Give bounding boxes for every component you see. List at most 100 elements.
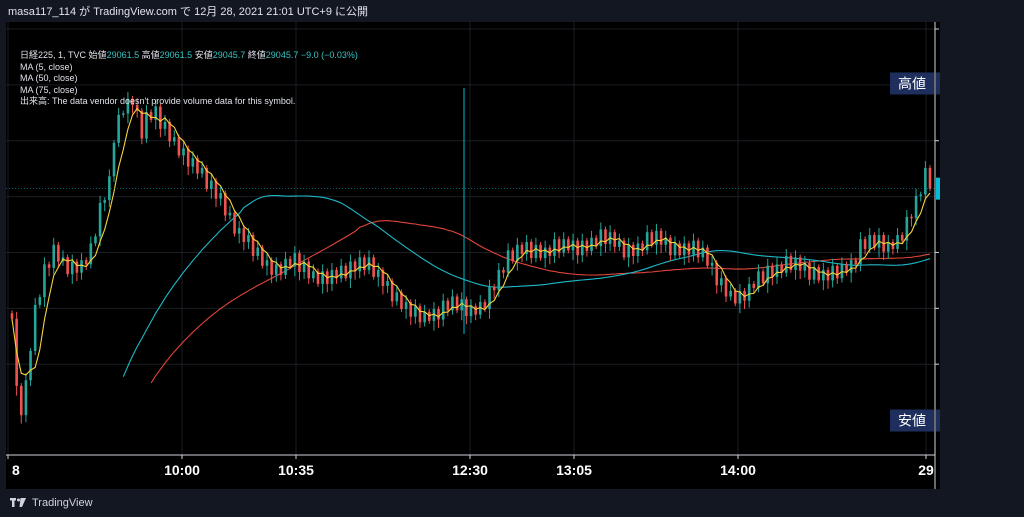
candle-body — [757, 271, 760, 289]
candle-body — [154, 106, 158, 120]
candle-body — [168, 121, 171, 142]
candle-body — [247, 235, 250, 242]
candle-body — [488, 286, 491, 310]
candle-body — [636, 243, 640, 256]
candle-body — [455, 296, 459, 311]
candle-body — [298, 253, 301, 273]
legend-ma75-row[interactable]: MA (75, close) — [20, 84, 78, 95]
candle-body — [492, 286, 496, 291]
candle-body — [678, 243, 681, 256]
last-price-tag-value-bg — [936, 177, 940, 200]
candle-body — [214, 180, 218, 199]
candle-body — [733, 290, 737, 304]
candle-body — [465, 299, 468, 317]
candle-body — [720, 278, 723, 286]
candle-body — [478, 302, 482, 315]
candle-body — [451, 296, 454, 311]
legend-symbol: 日経225, 1, TVC — [20, 50, 87, 60]
publish-header: masa117_114 が TradingView.com で 12月 28, … — [0, 0, 1024, 22]
candle-body — [321, 271, 324, 284]
candle-body — [905, 216, 909, 241]
legend-ma5-row[interactable]: MA (5, close) — [20, 61, 73, 72]
legend-volume-row: 出来高: The data vendor doesn't provide vol… — [20, 96, 296, 106]
candle-body — [210, 180, 213, 189]
candle-body — [349, 261, 352, 279]
candle-body — [149, 112, 153, 120]
candle-body — [511, 250, 515, 261]
candle-body — [423, 311, 426, 323]
candle-body — [529, 241, 533, 259]
candle-body — [376, 269, 380, 277]
candle-body — [631, 244, 635, 256]
candle-body — [789, 255, 793, 270]
candle-body — [557, 239, 561, 253]
candle-body — [460, 299, 464, 311]
candle-body — [270, 260, 273, 275]
candle-body — [302, 261, 306, 273]
candle-body — [57, 244, 60, 262]
candle-body — [38, 297, 42, 305]
high-tag-label-bg — [890, 72, 934, 95]
candle-body — [469, 306, 473, 317]
candle-body — [747, 283, 751, 301]
candle-body — [548, 247, 552, 256]
candle-body — [520, 244, 524, 254]
candle-body — [562, 239, 566, 253]
legend-ma50-row[interactable]: MA (50, close) — [20, 73, 78, 83]
candle-body — [409, 302, 413, 317]
candle-body — [516, 244, 519, 261]
candle-body — [145, 112, 148, 139]
candle-body — [131, 98, 134, 106]
candle-body — [335, 269, 338, 279]
candle-body — [121, 113, 125, 115]
candle-body — [386, 281, 389, 286]
candle-body — [441, 300, 445, 320]
candle-body — [159, 106, 162, 129]
candle-body — [506, 250, 510, 273]
candle-body — [928, 167, 932, 189]
candle-body — [126, 98, 130, 114]
candle-body — [307, 261, 311, 279]
candle-body — [645, 232, 649, 251]
candle-body — [910, 216, 913, 219]
legend-low-label: 安値 — [194, 50, 213, 60]
candle-body — [103, 200, 107, 203]
candle-body — [191, 158, 195, 167]
candle-body — [669, 237, 672, 256]
candle-body — [432, 309, 436, 321]
chart-panel[interactable]: 29160.029080.029000.028960.028920.029040… — [6, 22, 940, 489]
candle-body — [414, 306, 417, 317]
high-tag-label: 高値 — [898, 75, 926, 92]
candle-body — [418, 306, 422, 323]
candle-body — [914, 195, 918, 219]
candle-body — [803, 262, 807, 271]
candle-body — [924, 167, 927, 195]
legend-close-value: 29045.7 — [265, 50, 299, 60]
candle-body — [845, 264, 848, 273]
candle-body — [172, 137, 176, 142]
candle-body — [771, 265, 774, 277]
candle-body — [724, 278, 728, 297]
candle-body — [553, 239, 556, 256]
candle-body — [437, 309, 440, 320]
legend-high-label: 高値 — [141, 50, 160, 60]
candle-body — [316, 271, 320, 284]
ma50-path — [122, 195, 931, 377]
candle-body — [24, 380, 28, 416]
candle-body — [812, 267, 816, 280]
candle-body — [886, 241, 890, 252]
candle-body — [200, 167, 204, 174]
candle-body — [163, 121, 167, 129]
candle-body — [873, 235, 876, 248]
candle-body — [808, 262, 811, 280]
candle-body — [641, 243, 644, 251]
candle-body — [659, 230, 663, 245]
candle-body — [650, 232, 654, 245]
candle-body — [358, 257, 362, 272]
candle-body — [622, 240, 626, 258]
candle-body — [701, 247, 705, 258]
candle-body — [84, 260, 88, 265]
candle-body — [427, 311, 431, 321]
candle-body — [182, 148, 185, 156]
candlestick-chart[interactable]: 29160.029080.029000.028960.028920.029040… — [6, 22, 940, 489]
